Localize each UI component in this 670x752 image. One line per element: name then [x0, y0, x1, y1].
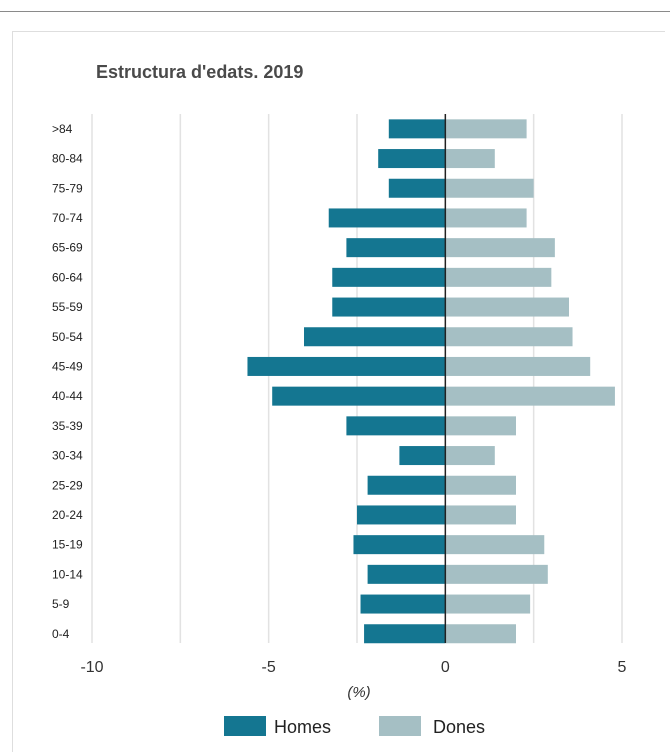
category-label: 80-84	[52, 152, 83, 166]
bar-dones	[445, 505, 516, 525]
legend-swatch	[224, 716, 266, 736]
bar-dones	[445, 624, 516, 644]
bar-dones	[445, 178, 534, 198]
bar-dones	[445, 119, 527, 139]
bar-homes	[357, 505, 446, 525]
category-label: 25-29	[52, 478, 83, 492]
bar-dones	[445, 356, 591, 376]
chart-title: Estructura d'edats. 2019	[96, 62, 304, 82]
bars-layer	[247, 114, 615, 644]
x-tick-label: -5	[262, 659, 276, 676]
legend-label: Homes	[274, 717, 331, 737]
bar-dones	[445, 475, 516, 495]
category-label: 50-54	[52, 330, 83, 344]
legend: Homes Dones	[224, 716, 485, 737]
bar-homes	[247, 356, 446, 376]
bar-homes	[378, 149, 446, 169]
bar-homes	[353, 535, 446, 555]
bar-dones	[445, 535, 545, 555]
category-label: 20-24	[52, 508, 83, 522]
top-divider	[0, 11, 670, 12]
category-label: 60-64	[52, 270, 83, 284]
bar-dones	[445, 386, 615, 406]
bar-dones	[445, 594, 531, 614]
legend-swatch	[379, 716, 421, 736]
bar-homes	[332, 297, 446, 317]
legend-label: Dones	[433, 717, 485, 737]
category-label: >84	[52, 122, 73, 136]
bar-homes	[388, 178, 446, 198]
x-tick-label: 5	[618, 659, 627, 676]
category-label: 55-59	[52, 300, 83, 314]
category-label: 65-69	[52, 241, 83, 255]
category-label: 15-19	[52, 538, 83, 552]
category-label: 70-74	[52, 211, 83, 225]
category-label: 30-34	[52, 449, 83, 463]
bar-homes	[346, 416, 446, 436]
bar-homes	[360, 594, 446, 614]
x-tick-label: -10	[80, 659, 103, 676]
bar-dones	[445, 446, 495, 466]
category-label: 5-9	[52, 597, 70, 611]
category-label: 35-39	[52, 419, 83, 433]
category-label: 10-14	[52, 567, 83, 581]
bar-homes	[364, 624, 446, 644]
bar-homes	[367, 564, 446, 584]
bar-dones	[445, 149, 495, 169]
bar-homes	[328, 208, 446, 228]
bar-dones	[445, 327, 573, 347]
x-tick-label: 0	[441, 659, 450, 676]
category-label: 75-79	[52, 181, 83, 195]
x-axis-title: (%)	[347, 684, 370, 701]
bar-homes	[304, 327, 446, 347]
bar-homes	[346, 238, 446, 258]
category-label: 0-4	[52, 627, 70, 641]
bar-homes	[367, 475, 446, 495]
grid-layer	[91, 114, 623, 643]
bar-homes	[272, 386, 446, 406]
category-label: 45-49	[52, 359, 83, 373]
bar-homes	[399, 446, 446, 466]
bar-homes	[332, 267, 446, 287]
bar-dones	[445, 297, 569, 317]
bar-dones	[445, 564, 548, 584]
bar-dones	[445, 416, 516, 436]
bar-dones	[445, 267, 552, 287]
bar-dones	[445, 208, 527, 228]
bar-dones	[445, 238, 555, 258]
category-label: 40-44	[52, 389, 83, 403]
labels-layer: >84 80-84 75-79 70-74 65-69 60-64 55-59 50-54 45…	[52, 122, 627, 676]
bar-homes	[388, 119, 446, 139]
